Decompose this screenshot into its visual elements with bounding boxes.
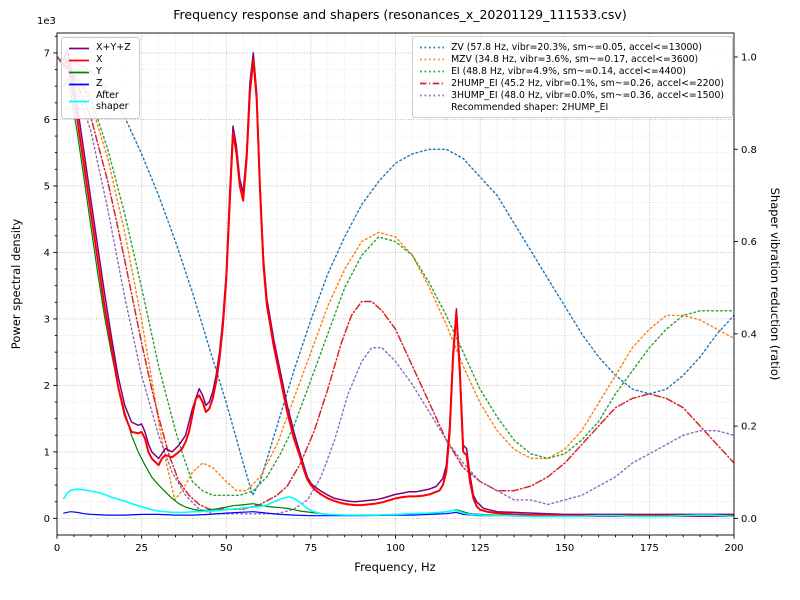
svg-text:0.0: 0.0 [741, 514, 757, 525]
svg-text:7: 7 [44, 48, 50, 59]
svg-text:75: 75 [305, 543, 318, 554]
series-hump3 [57, 56, 734, 515]
legend-line-sample [420, 46, 445, 49]
svg-text:150: 150 [555, 543, 574, 554]
legend-label: After shaper [96, 90, 129, 112]
svg-text:0.6: 0.6 [741, 237, 757, 248]
legend-label: EI (48.8 Hz, vibr=4.9%, sm~=0.14, accel<… [451, 66, 687, 77]
svg-text:100: 100 [386, 543, 405, 554]
legend-item: 2HUMP_EI (45.2 Hz, vibr=0.1%, sm~=0.26, … [419, 78, 724, 89]
legend-item: 3HUMP_EI (48.0 Hz, vibr=0.0%, sm~=0.36, … [419, 90, 724, 101]
svg-text:0.8: 0.8 [741, 145, 757, 156]
tick-marks [53, 35, 738, 539]
legend-label: Y [96, 66, 102, 78]
legend-item: EI (48.8 Hz, vibr=4.9%, sm~=0.14, accel<… [419, 66, 724, 77]
svg-text:3: 3 [44, 314, 50, 325]
y-left-axis-label: Power spectral density [9, 218, 23, 350]
legend-line-sample [420, 94, 445, 97]
series-ei [57, 56, 734, 496]
tick-labels: 0 25 50 75 100 125 150 175 200 0 1 2 3 4 5 6 7 0.0 0.2 0.4 0… [44, 48, 757, 554]
shaper-legend: ZV (57.8 Hz, vibr=20.3%, sm~=0.05, accel… [412, 36, 733, 118]
series-mzv [57, 56, 734, 501]
legend-label: 3HUMP_EI (48.0 Hz, vibr=0.0%, sm~=0.36, … [451, 90, 724, 101]
legend-line-sample [69, 47, 89, 50]
legend-line-sample [69, 59, 89, 62]
chart-title: Frequency response and shapers (resonanc… [173, 7, 627, 22]
svg-text:25: 25 [135, 543, 148, 554]
y-right-axis-label: Shaper vibration reduction (ratio) [768, 187, 782, 381]
x-axis-label: Frequency, Hz [354, 560, 436, 574]
legend-item: X+Y+Z [68, 42, 131, 54]
y-axis-offset-text: 1e3 [37, 16, 56, 27]
svg-text:0: 0 [54, 543, 60, 554]
legend-line-sample [420, 82, 445, 85]
legend-label: X+Y+Z [96, 42, 131, 54]
legend-item: MZV (34.8 Hz, vibr=3.6%, sm~=0.17, accel… [419, 54, 724, 65]
svg-text:0: 0 [44, 514, 50, 525]
legend-line-sample [420, 70, 445, 73]
svg-text:5: 5 [44, 181, 50, 192]
legend-label: Z [96, 78, 103, 90]
legend-note: Recommended shaper: 2HUMP_EI [451, 102, 609, 113]
legend-line-sample [69, 71, 89, 74]
svg-text:175: 175 [640, 543, 659, 554]
legend-item: ZV (57.8 Hz, vibr=20.3%, sm~=0.05, accel… [419, 42, 724, 53]
legend-line-sample [69, 83, 89, 86]
svg-text:6: 6 [44, 115, 50, 126]
svg-text:0.2: 0.2 [741, 422, 757, 433]
legend-line-sample [69, 101, 89, 103]
svg-text:50: 50 [220, 543, 233, 554]
legend-label: 2HUMP_EI (45.2 Hz, vibr=0.1%, sm~=0.26, … [451, 78, 724, 89]
legend-line-sample [420, 58, 445, 61]
svg-text:4: 4 [44, 248, 50, 259]
series-x [62, 58, 734, 517]
legend-item: After shaper [68, 90, 131, 113]
series-group [57, 48, 734, 518]
legend-label: X [96, 54, 103, 66]
legend-item: Y [68, 66, 131, 78]
svg-text:0.4: 0.4 [741, 329, 757, 340]
series-zv [57, 56, 734, 496]
svg-text:1.0: 1.0 [741, 52, 757, 63]
svg-text:200: 200 [724, 543, 743, 554]
legend-item: X [68, 54, 131, 66]
svg-text:2: 2 [44, 381, 50, 392]
legend-label: MZV (34.8 Hz, vibr=3.6%, sm~=0.17, accel… [451, 54, 699, 65]
series-hump2 [57, 56, 734, 510]
svg-text:1: 1 [44, 447, 50, 458]
series-after_shaper [63, 488, 734, 518]
svg-text:125: 125 [471, 543, 490, 554]
legend-item: Z [68, 78, 131, 90]
legend-label: ZV (57.8 Hz, vibr=20.3%, sm~=0.05, accel… [451, 42, 702, 53]
psd-legend: X+Y+Z X Y Z After shaper [61, 37, 140, 119]
